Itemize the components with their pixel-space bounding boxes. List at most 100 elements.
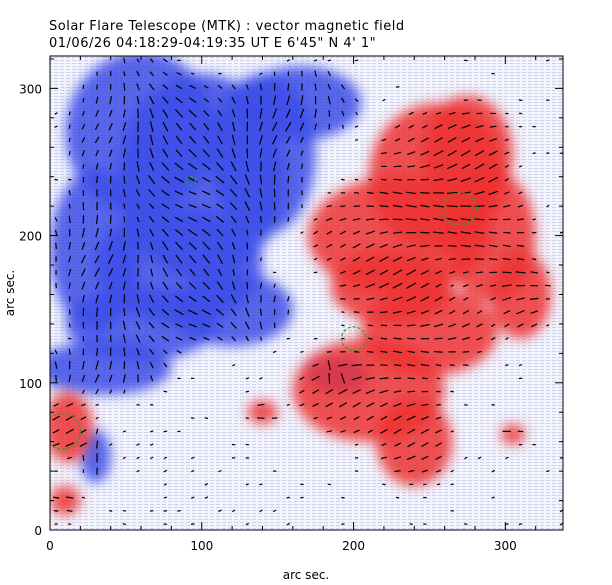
- field-vector-601: [420, 204, 430, 208]
- field-vector-22: [232, 509, 236, 513]
- field-vector-169: [299, 389, 305, 394]
- field-vector-721: [380, 152, 387, 155]
- field-vector-734: [68, 137, 71, 143]
- field-vector-646: [96, 176, 98, 184]
- field-vector-741: [162, 135, 169, 145]
- field-vector-881: [162, 71, 168, 76]
- field-vector-683: [188, 162, 198, 170]
- field-vector-610: [68, 190, 71, 196]
- field-vector-4: [190, 523, 195, 525]
- field-vector-389: [231, 281, 236, 291]
- field-vector-234: [123, 347, 126, 357]
- field-vector-168: [245, 390, 250, 393]
- field-vector-268: [286, 337, 290, 340]
- field-vector-321: [174, 309, 184, 316]
- field-vector-478: [94, 241, 100, 251]
- field-vector-414: [122, 268, 127, 277]
- field-vector-691: [300, 163, 304, 170]
- field-vector-872: [314, 83, 317, 91]
- field-vector-399: [420, 282, 430, 289]
- field-vector-764: [68, 124, 71, 130]
- field-vector-27: [53, 496, 60, 499]
- field-vector-537: [503, 231, 511, 234]
- field-vector-155: [366, 402, 375, 408]
- field-vector-151: [312, 402, 319, 407]
- field-vector-320: [161, 308, 170, 316]
- field-vector-322: [187, 309, 198, 315]
- field-vector-517: [201, 228, 211, 237]
- field-vector-808: [203, 110, 210, 117]
- y-tick-label-300: 300: [19, 82, 42, 96]
- field-vector-542: [68, 215, 71, 224]
- field-vector-418: [176, 268, 183, 277]
- field-vector-336: [420, 310, 430, 315]
- field-vector-821: [422, 111, 428, 115]
- field-vector-82: [464, 456, 468, 460]
- field-vector-468: [448, 258, 456, 261]
- field-vector-634: [406, 191, 417, 195]
- field-vector-902: [546, 59, 550, 62]
- field-vector-339: [462, 309, 470, 315]
- field-vector-86: [52, 442, 60, 447]
- field-vector-853: [518, 99, 523, 102]
- field-vector-554: [230, 215, 237, 224]
- field-vector-306: [461, 323, 470, 328]
- field-vector-421: [217, 268, 223, 276]
- field-vector-813: [272, 108, 278, 119]
- field-vector-103: [52, 429, 60, 434]
- field-vector-195: [328, 373, 331, 384]
- field-vector-177: [407, 390, 416, 393]
- field-vector-480: [122, 241, 126, 251]
- field-vector-79: [406, 455, 416, 461]
- field-vector-657: [244, 174, 250, 185]
- field-vector-512: [136, 228, 140, 237]
- field-vector-16: [109, 510, 113, 512]
- field-vector-203: [436, 377, 441, 380]
- field-vector-260: [161, 335, 170, 342]
- field-vector-258: [135, 334, 141, 343]
- field-vector-286: [122, 320, 126, 331]
- field-vector-724: [420, 150, 430, 156]
- field-vector-614: [122, 188, 126, 197]
- observation-info: 01/06/26 04:18:29-04:19:35 UT E 6'45" N …: [49, 36, 377, 51]
- field-vector-651: [161, 175, 170, 184]
- field-vector-559: [313, 218, 318, 221]
- field-vector-356: [230, 294, 237, 304]
- field-vector-2: [122, 523, 127, 525]
- field-vector-104: [65, 428, 74, 435]
- field-vector-488: [231, 242, 236, 250]
- field-vector-541: [54, 217, 58, 222]
- field-vector-804: [149, 108, 154, 119]
- field-vector-30: [163, 496, 167, 499]
- field-vector-753: [381, 138, 387, 142]
- field-vector-163: [81, 389, 85, 394]
- field-vector-455: [232, 254, 236, 264]
- field-vector-843: [273, 95, 277, 106]
- field-vector-232: [96, 347, 99, 356]
- field-vector-583: [161, 203, 170, 210]
- field-vector-563: [365, 218, 375, 221]
- field-vector-598: [379, 205, 389, 208]
- field-vector-899: [327, 59, 331, 62]
- field-vector-713: [202, 149, 211, 158]
- field-vector-728: [474, 150, 485, 157]
- field-vector-700: [488, 163, 498, 170]
- field-vector-405: [501, 284, 512, 287]
- field-vector-546: [123, 216, 126, 223]
- field-vector-152: [325, 402, 334, 408]
- field-vector-72: [163, 456, 168, 460]
- field-vector-295: [244, 321, 250, 330]
- field-vector-617: [160, 189, 170, 197]
- negative-region-8: [50, 341, 172, 395]
- field-vector-493: [352, 243, 361, 249]
- field-vector-436: [476, 271, 484, 274]
- field-vector-80: [421, 455, 429, 461]
- field-vector-264: [217, 336, 223, 341]
- field-vector-752: [355, 139, 359, 141]
- field-vector-865: [217, 84, 223, 89]
- field-vector-452: [188, 255, 197, 264]
- positive-region-9: [50, 391, 93, 463]
- field-vector-422: [232, 269, 235, 276]
- field-vector-310: [517, 323, 524, 328]
- field-vector-520: [246, 229, 249, 236]
